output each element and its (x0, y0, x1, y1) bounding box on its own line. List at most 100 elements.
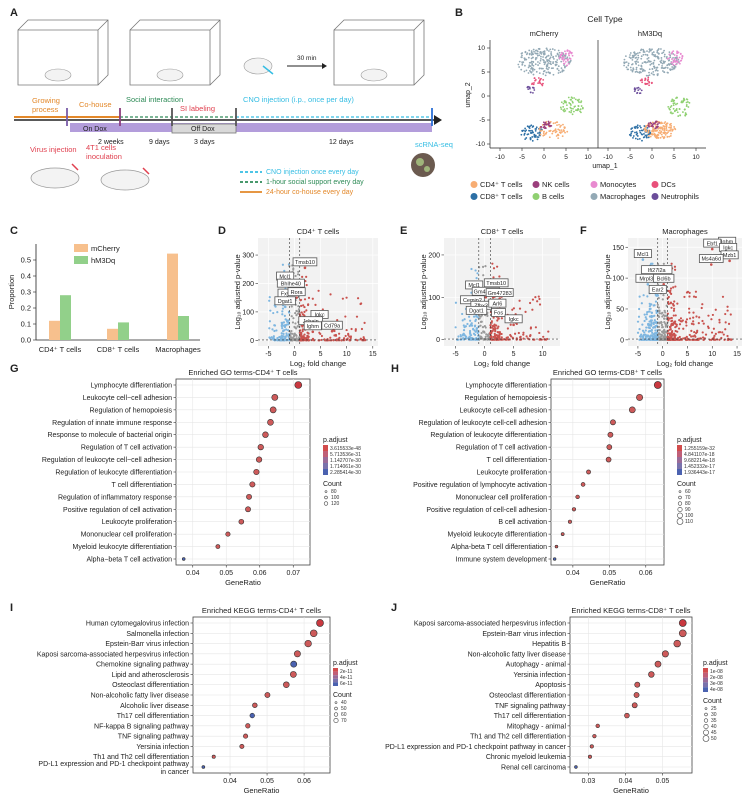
umap-cell (560, 51, 563, 54)
umap-cell (563, 64, 565, 66)
umap-cell (555, 130, 558, 133)
volcano-point (662, 293, 665, 297)
umap-cell (538, 62, 541, 65)
volcano-point (670, 330, 674, 334)
volcano-point (288, 311, 291, 314)
label-offdox: Off Dox (191, 126, 215, 133)
mouse-shape (44, 68, 72, 82)
volcano-point (645, 326, 648, 329)
umap-cell (628, 56, 631, 59)
dotplot-point (249, 481, 256, 488)
dotplot-legend-circle (678, 490, 682, 493)
cage-box (333, 19, 425, 86)
dotplot-term-label: Lymphocyte differentiation (466, 383, 547, 390)
volcano-point (470, 267, 473, 271)
umap-cell (544, 61, 547, 63)
umap-cell (523, 59, 526, 61)
umap-cell (667, 71, 669, 74)
umap-cell (550, 51, 553, 53)
volcano-point (473, 325, 477, 328)
mouse-virus (30, 167, 80, 189)
bar-legend-label: hM3Dq (91, 256, 115, 265)
volcano-point (641, 323, 644, 326)
dotplot-legend-circle (323, 501, 329, 506)
dotplot-term-label: PD-L1 expression and PD-1 checkpoint pat… (385, 744, 567, 751)
volcano-point (305, 275, 308, 278)
bar (49, 320, 60, 340)
volcano-gene-box (641, 265, 673, 275)
volcano-gene-point (311, 330, 315, 334)
umap-cell (671, 52, 673, 55)
umap-cell (560, 101, 563, 104)
umap-cell (657, 57, 660, 60)
dotplot-xlabel: GeneRatio (225, 578, 261, 587)
volcano-tick-label: 100 (242, 309, 254, 316)
umap-cell (535, 49, 537, 52)
volcano-point (727, 322, 731, 325)
volcano-point (290, 336, 294, 339)
volcano-point (657, 325, 661, 328)
dotplot-point (648, 671, 655, 678)
volcano-point (658, 321, 661, 324)
umap-cell (629, 134, 632, 137)
umap-cell (567, 62, 570, 65)
dotplot-term-label: Chemokine signaling pathway (96, 662, 189, 669)
dotplot-term-label: Yersinia infection (136, 744, 189, 751)
volcano-gene-label: Mzb1 (723, 253, 736, 259)
volcano-point (661, 298, 664, 301)
volcano-gene-point (646, 282, 650, 286)
dotplot-point (653, 381, 662, 389)
umap-cell (569, 106, 572, 109)
volcano-point (691, 335, 695, 338)
dotplot-term-label: Myeloid leukocyte differentiation (73, 544, 173, 551)
volcano-gene-label: Ebf1 (707, 241, 718, 247)
umap-cell (550, 52, 552, 55)
volcano-point (480, 314, 484, 317)
bar-tick-label: 0.3 (21, 288, 31, 297)
volcano-gene-point (662, 282, 665, 286)
volcano-gene-label: Igkc (723, 246, 733, 252)
volcano-ylabel: Log₁₀ adjusted p-value (233, 254, 242, 329)
volcano-point (669, 333, 672, 337)
volcano-point (536, 300, 539, 303)
umap-cell (541, 129, 543, 132)
volcano-title: CD8⁺ T cells (481, 227, 524, 236)
umap-cell (527, 56, 530, 59)
dotplot-legend-circle (676, 518, 684, 525)
volcano-point (282, 339, 285, 342)
volcano-point (275, 329, 278, 332)
volcano-tick-label: 0 (661, 351, 665, 358)
umap-cell (552, 122, 555, 125)
dotplot-term-label: Mitophagy - animal (507, 723, 567, 730)
umap-cell (538, 54, 541, 57)
dotplot-point (678, 629, 687, 638)
umap-cell (625, 66, 628, 69)
volcano-point (360, 327, 364, 331)
volcano-point (350, 327, 353, 331)
label-2weeks: 2 weeks (98, 139, 124, 146)
bar-chart: 0.0 0.1 0.2 0.3 0.4 0.5 Proportion CD4⁺ T cells… (7, 244, 201, 354)
umap-cell (559, 126, 562, 128)
umap-cell (633, 90, 636, 93)
dotplot-point (605, 456, 612, 463)
umap-cell (649, 63, 652, 66)
umap-cell (632, 68, 635, 71)
volcano-point (297, 270, 300, 273)
volcano-point (282, 324, 285, 327)
volcano-point (666, 332, 669, 335)
dotplot-tick-label: 0.05 (603, 570, 617, 577)
volcano-point (660, 330, 664, 333)
dotplot-term-label: Epstein-Barr virus infection (105, 641, 189, 648)
volcano-gene-point (728, 259, 731, 263)
volcano-point (492, 335, 495, 339)
umap-cell (642, 136, 645, 139)
volcano-tick-label: 10 (539, 351, 547, 358)
dotplot-point (661, 650, 669, 658)
volcano-point (299, 329, 302, 332)
umap-cell (657, 136, 659, 139)
dotplot-term-label: Immune system development (456, 557, 547, 564)
dotplot-legend-circle (324, 495, 328, 500)
umap-cell (527, 88, 530, 90)
volcano-point (667, 295, 670, 299)
volcano-point (663, 317, 666, 320)
